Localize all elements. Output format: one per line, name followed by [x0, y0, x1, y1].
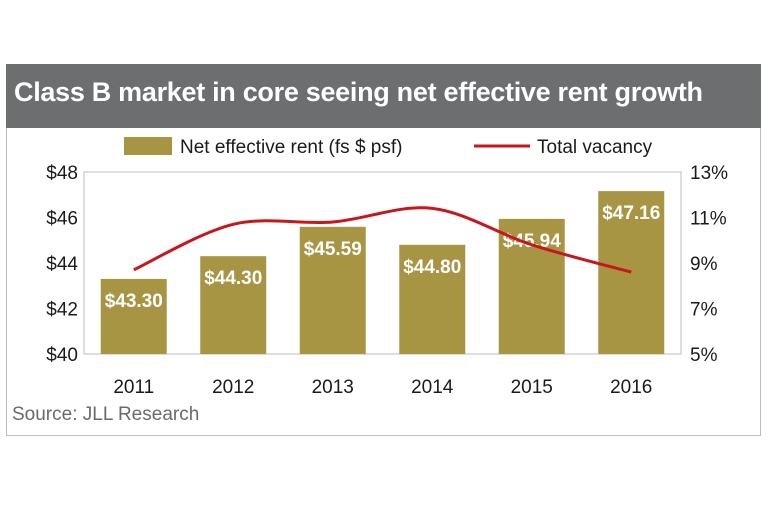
bars [100, 191, 665, 354]
y-right-tick-label: 5% [690, 345, 718, 366]
x-tick-label: 2012 [212, 377, 254, 398]
title-bar: Class B market in core seeing net effect… [6, 64, 761, 128]
y-left-tick-label: $48 [46, 163, 78, 184]
legend-label-rent: Net effective rent (fs $ psf) [180, 137, 402, 158]
x-ticks: 2011 2012 2013 2014 2015 2016 [113, 377, 652, 398]
y-left-ticks: $40 $42 $44 $46 $48 [46, 163, 78, 366]
y-left-tick-label: $44 [46, 254, 78, 275]
y-left-tick-label: $46 [46, 209, 78, 230]
x-tick-label: 2015 [511, 377, 553, 398]
bar-label-2015: $45.94 [503, 231, 562, 252]
vacancy-line [133, 206, 632, 274]
chart-title: Class B market in core seeing net effect… [14, 77, 703, 107]
bar-label-2013: $45.59 [304, 239, 362, 260]
y-right-tick-label: 7% [690, 300, 718, 321]
y-right-tick-label: 9% [690, 254, 718, 275]
bar-2015 [498, 218, 565, 354]
bar-2014 [399, 244, 466, 354]
y-right-tick-label: 11% [690, 209, 727, 230]
bar-2011 [100, 278, 167, 354]
legend-label-vacancy: Total vacancy [537, 137, 653, 158]
bar-2016 [598, 191, 665, 354]
bar-label-2012: $44.30 [204, 268, 262, 289]
plot-area [83, 171, 682, 355]
bar-label-2016: $47.16 [602, 203, 660, 224]
y-right-ticks: 5% 7% 9% 11% 13% [690, 163, 728, 366]
bar-2013 [299, 226, 366, 354]
bar-labels: $43.30 $44.30 $45.59 $44.80 $45.94 $47.16 [105, 203, 661, 312]
legend-swatch-rent [124, 137, 172, 155]
x-tick-label: 2014 [411, 377, 454, 398]
source-note: Source: JLL Research [12, 404, 200, 425]
legend: Net effective rent (fs $ psf) Total vaca… [124, 137, 653, 158]
x-tick-label: 2016 [610, 377, 652, 398]
bar-2012 [200, 256, 267, 354]
x-tick-label: 2013 [312, 377, 354, 398]
y-right-tick-label: 13% [690, 163, 728, 184]
bar-label-2011: $43.30 [105, 291, 163, 312]
y-left-tick-label: $42 [46, 300, 78, 321]
x-tick-label: 2011 [113, 377, 154, 398]
bar-label-2014: $44.80 [403, 257, 461, 278]
y-left-tick-label: $40 [46, 345, 78, 366]
